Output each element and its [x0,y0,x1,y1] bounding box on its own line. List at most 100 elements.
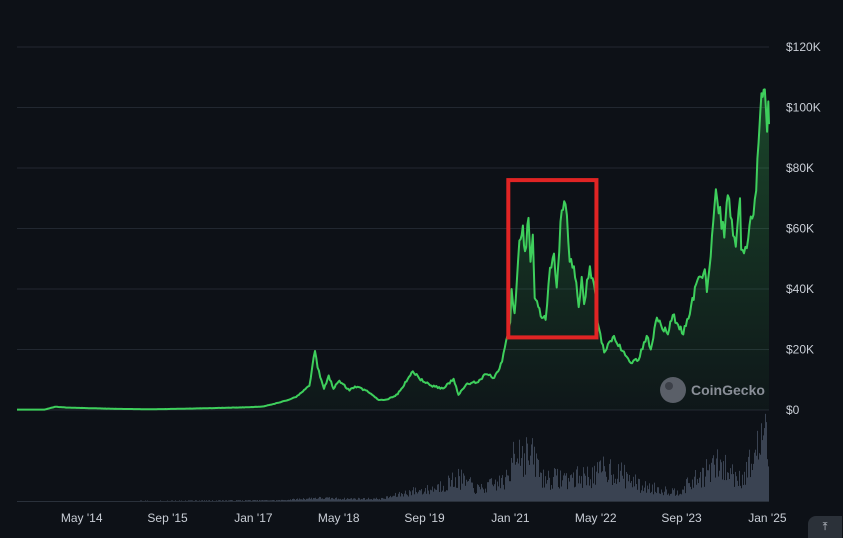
volume-bar [507,475,508,501]
x-tick-label: Sep '23 [661,511,702,525]
volume-bar [755,449,756,501]
volume-bar [141,500,142,501]
volume-bar [343,499,344,501]
volume-bar [286,500,287,501]
volume-bar [646,492,647,501]
volume-bar [412,490,413,501]
volume-bar [703,467,704,501]
volume-bar [274,500,275,501]
volume-bar [645,481,646,501]
volume-bar [617,478,618,501]
volume-bar [710,481,711,501]
x-tick-label: Sep '19 [404,511,445,525]
volume-bar [292,498,293,501]
volume-bar [503,484,504,501]
volume-bar [294,499,295,501]
volume-bar [365,499,366,501]
x-tick-label: May '14 [61,511,103,525]
price-line [17,88,770,411]
volume-bar [514,453,515,501]
volume-bar [438,484,439,501]
volume-bar [728,472,729,501]
volume-bar [667,494,668,501]
volume-bar [716,458,717,501]
volume-bar [446,490,447,501]
volume-bar [451,479,452,501]
volume-bar [600,460,601,501]
volume-bar [500,488,501,501]
volume-bar [434,488,435,501]
volume-bar [282,499,283,501]
volume-bar [384,498,385,501]
volume-bar [763,435,764,501]
volume-bar [302,499,303,501]
volume-bar [688,483,689,501]
volume-bar [735,471,736,501]
volume-bar [278,500,279,501]
volume-bar [666,489,667,501]
volume-bar [610,459,611,501]
volume-bar [359,498,360,501]
volume-bar [648,489,649,501]
volume-bar [609,463,610,501]
volume-bar [245,500,246,501]
volume-bar [246,500,247,501]
volume-bar [706,459,707,501]
volume-bar [551,485,552,501]
volume-bar [381,497,382,501]
volume-bar [297,498,298,501]
volume-bar [593,483,594,501]
volume-bar [538,459,539,501]
volume-bar [307,498,308,501]
volume-bar [642,485,643,501]
x-tick-label: Jan '21 [491,511,530,525]
volume-bar [621,462,622,501]
volume-bar [628,481,629,501]
volume-bar [742,474,743,501]
volume-bar [555,469,556,501]
volume-bar [713,455,714,501]
volume-bar [408,496,409,501]
volume-bar [436,489,437,501]
volume-bar [318,498,319,501]
volume-bar [614,483,615,501]
volume-bar [651,491,652,501]
volume-bar [303,498,304,501]
volume-bar [175,500,176,501]
volume-bar [566,473,567,501]
volume-bar [497,481,498,501]
volume-bar [513,441,514,501]
volume-bar [697,479,698,501]
volume-bar [417,493,418,501]
volume-bar [266,500,267,501]
volume-bar [592,467,593,501]
volume-bar [739,470,740,501]
volume-bar [147,500,148,501]
volume-bar [562,480,563,501]
volume-bar [639,479,640,501]
volume-bar [518,463,519,501]
volume-bar [766,422,767,501]
volume-bar [712,458,713,501]
volume-bar [336,497,337,501]
volume-bar [314,498,315,501]
grid-lines [17,46,769,502]
volume-bar [539,476,540,501]
volume-bar [533,464,534,501]
x-tick-label: Jan '25 [748,511,787,525]
volume-bar [654,482,655,501]
volume-bar [722,479,723,501]
volume-bar [432,486,433,501]
volume-bar [404,493,405,501]
volume-bar [313,497,314,501]
volume-bar [230,500,231,501]
watermark-text: CoinGecko [691,382,765,398]
scroll-to-top-button[interactable]: ⤒ [808,516,842,538]
volume-bar [543,469,544,501]
volume-bar [501,477,502,501]
volume-bar [545,476,546,501]
volume-bar [523,476,524,501]
volume-bar [691,489,692,501]
volume-bar [655,491,656,501]
volume-bar [612,484,613,501]
